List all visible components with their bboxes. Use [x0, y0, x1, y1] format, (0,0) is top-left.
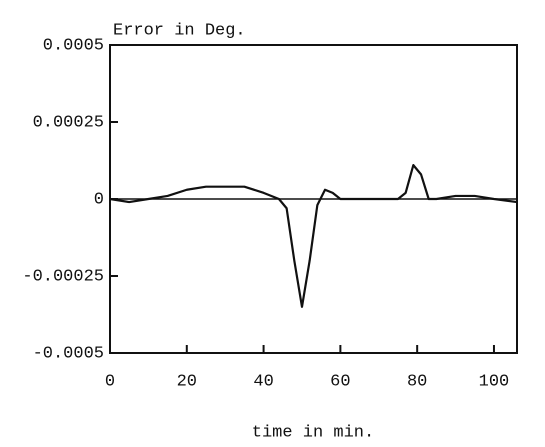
x-tick-label: 60 [330, 372, 350, 391]
chart-title: Error in Deg. [113, 21, 246, 40]
y-tick-label: -0.00025 [22, 267, 104, 286]
x-tick-label: 0 [105, 372, 115, 391]
x-tick-label: 80 [407, 372, 427, 391]
x-tick-label: 100 [479, 372, 510, 391]
y-tick-label: 0.00025 [33, 113, 104, 132]
line [109, 164, 518, 308]
x-tick-label: 40 [253, 372, 273, 391]
y-tick-label: -0.0005 [33, 344, 104, 363]
y-tick-label: 0.0005 [43, 36, 104, 55]
y-tick-label: 0 [94, 190, 104, 209]
x-tick-label: 20 [177, 372, 197, 391]
x-axis-label: time in min. [252, 423, 374, 442]
